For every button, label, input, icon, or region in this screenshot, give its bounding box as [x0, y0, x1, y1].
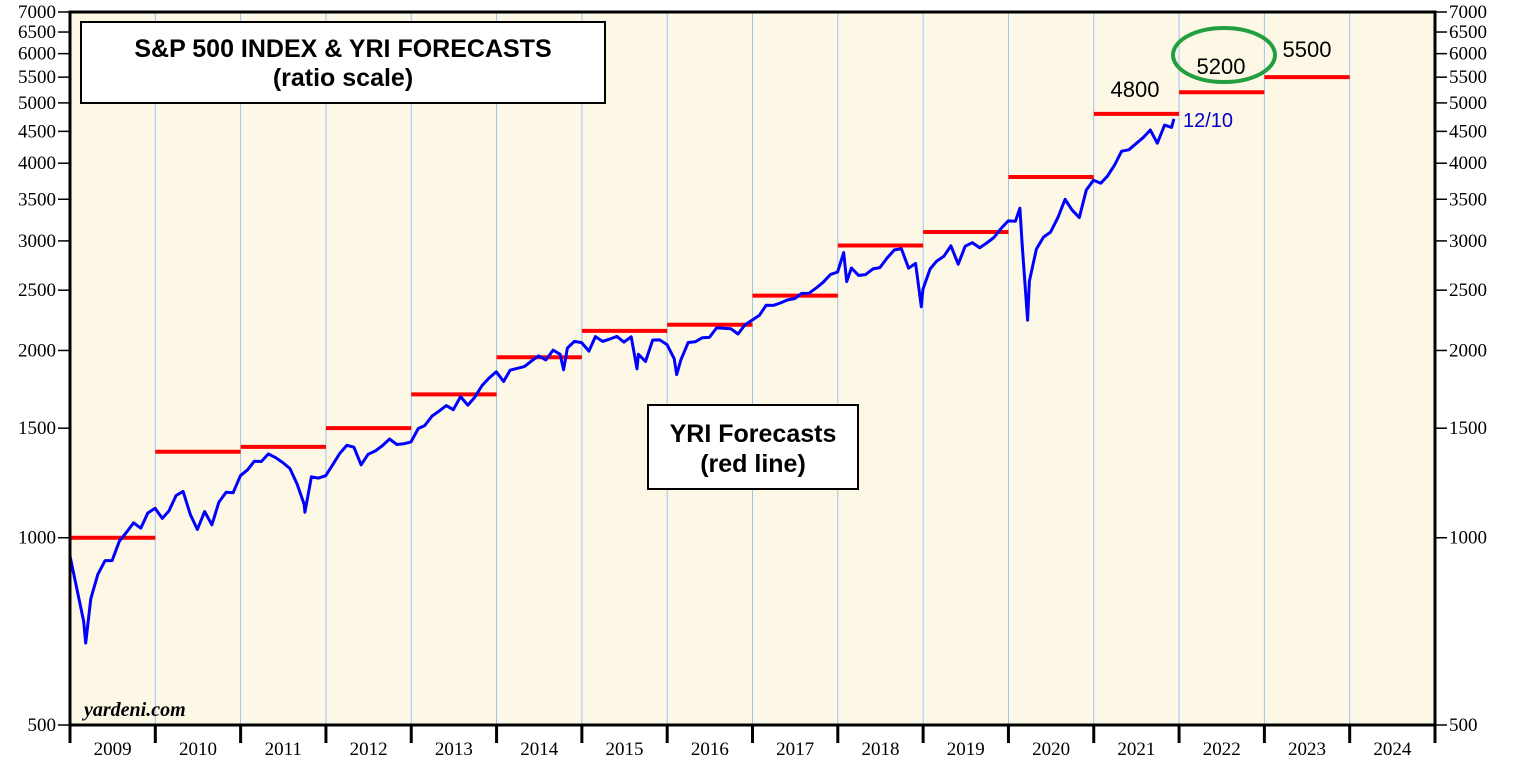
y-tick-label: 5000 [18, 93, 56, 114]
y-tick-label: 5000 [1449, 93, 1487, 114]
x-tick-label: 2021 [1117, 739, 1155, 760]
x-tick-label: 2019 [947, 739, 985, 760]
y-tick-label: 1500 [18, 418, 56, 439]
forecast-legend-box: YRI Forecasts (red line) [647, 404, 859, 490]
x-axis: 2009 2010 2011 2012 2013 2014 2015 2016 2017 2018… [68, 725, 1437, 760]
y-tick-label: 4000 [1449, 153, 1487, 174]
x-tick-label: 2015 [606, 739, 644, 760]
y-tick-label: 6000 [18, 44, 56, 65]
highlight-circle [1171, 26, 1277, 84]
x-tick-label: 2011 [265, 739, 302, 760]
y-tick-label: 1500 [1449, 418, 1487, 439]
x-tick-label: 2020 [1032, 739, 1070, 760]
y-tick-label: 5500 [18, 67, 56, 88]
y-tick-label: 6000 [1449, 44, 1487, 65]
last-date-label: 12/10 [1183, 110, 1233, 132]
x-tick-label: 2018 [861, 739, 899, 760]
x-tick-label: 2024 [1373, 739, 1412, 760]
y-tick-label: 5500 [1449, 67, 1487, 88]
y-tick-label: 2000 [1449, 340, 1487, 361]
y-tick-label: 6500 [1449, 22, 1487, 43]
source-watermark: yardeni.com [82, 699, 186, 721]
y-tick-label: 3500 [1449, 189, 1487, 210]
forecast-legend-subtitle: (red line) [700, 450, 806, 478]
year-gridlines [154, 12, 1351, 725]
y-axis-left: 500 1000 1500 2000 2500 3000 3500 4000 4500 5000 5… [18, 2, 70, 736]
x-tick-label: 2016 [691, 739, 729, 760]
y-tick-label: 3000 [1449, 231, 1487, 252]
y-tick-label: 6500 [18, 22, 56, 43]
y-tick-label: 2000 [18, 340, 56, 361]
label-5500: 5500 [1283, 37, 1332, 62]
forecast-lines [70, 75, 1350, 540]
y-tick-label: 1000 [1449, 528, 1487, 549]
y-tick-label: 4500 [18, 121, 56, 142]
forecast-legend-title: YRI Forecasts [670, 420, 837, 448]
y-tick-label: 2500 [18, 280, 56, 301]
x-tick-label: 2010 [179, 739, 217, 760]
x-tick-label: 2009 [94, 739, 132, 760]
x-tick-label: 2012 [350, 739, 388, 760]
y-tick-label: 500 [28, 715, 57, 736]
chart-title: S&P 500 INDEX & YRI FORECASTS [134, 35, 551, 63]
y-tick-label: 4000 [18, 153, 56, 174]
y-tick-label: 7000 [1449, 2, 1487, 23]
x-tick-label: 2014 [520, 739, 559, 760]
sp500-series-line [68, 118, 1176, 645]
x-tick-label: 2023 [1288, 739, 1326, 760]
y-tick-label: 7000 [18, 2, 56, 23]
chart-subtitle: (ratio scale) [273, 64, 413, 92]
x-tick-label: 2022 [1203, 739, 1241, 760]
label-4800: 4800 [1111, 77, 1160, 102]
y-tick-label: 500 [1449, 715, 1478, 736]
x-tick-label: 2017 [776, 739, 814, 760]
x-tick-label: 2013 [435, 739, 473, 760]
title-box: S&P 500 INDEX & YRI FORECASTS (ratio sca… [80, 21, 606, 104]
y-tick-label: 1000 [18, 528, 56, 549]
y-tick-label: 3000 [18, 231, 56, 252]
y-tick-label: 3500 [18, 189, 56, 210]
y-axis-right: 500 1000 1500 2000 2500 3000 3500 4000 4500 5000 5… [1435, 2, 1487, 736]
y-tick-label: 4500 [1449, 121, 1487, 142]
y-tick-label: 2500 [1449, 280, 1487, 301]
label-5200: 5200 [1197, 54, 1246, 79]
